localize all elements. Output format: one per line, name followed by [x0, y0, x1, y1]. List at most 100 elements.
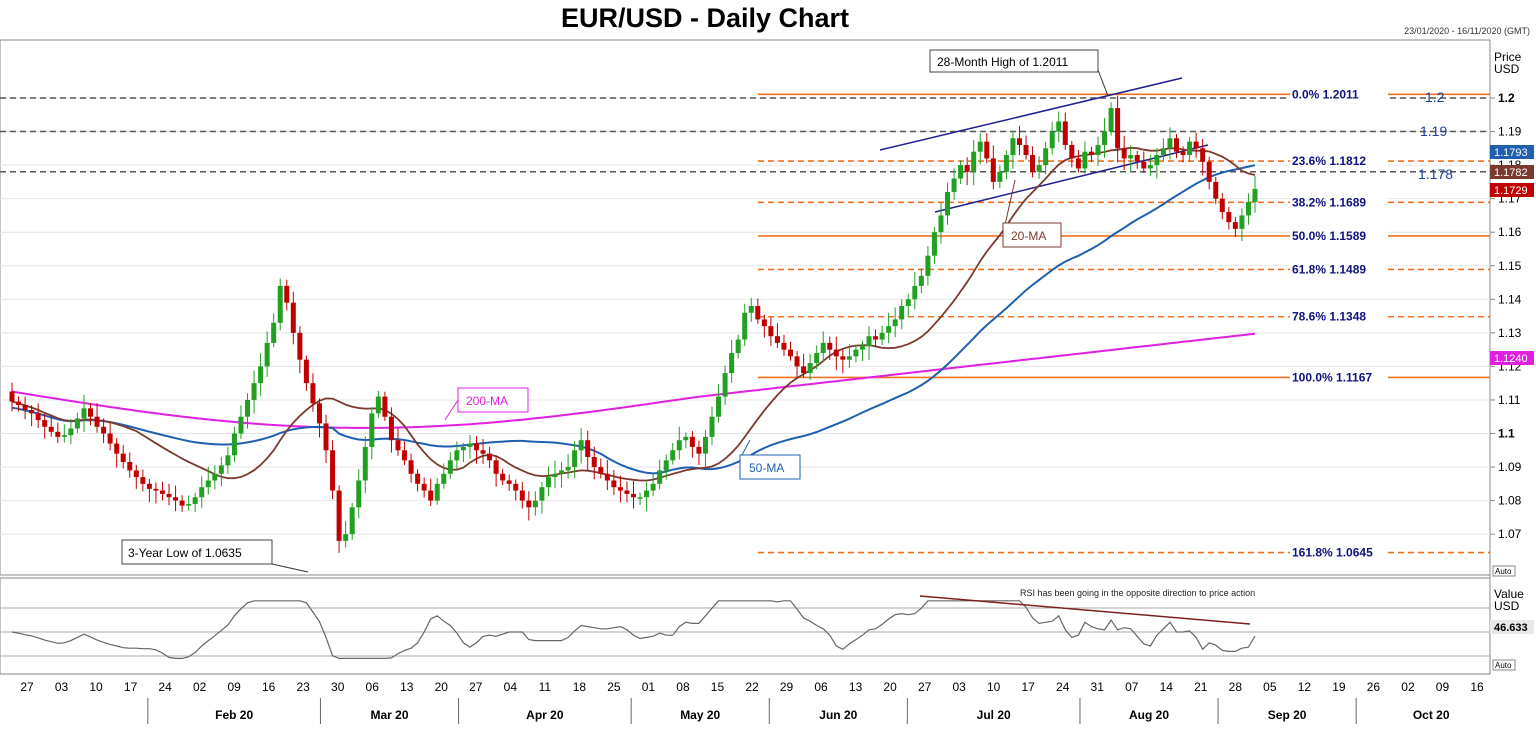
candle-body	[990, 158, 996, 182]
x-day-tick-label: 10	[89, 680, 103, 694]
x-day-tick-label: 18	[573, 680, 587, 694]
fib-level-label: 161.8% 1.0645	[1292, 546, 1373, 560]
rsi-pane-frame	[0, 577, 1491, 675]
candle-body	[1167, 138, 1173, 149]
candle-body	[1075, 158, 1081, 169]
x-day-tick-label: 03	[55, 680, 69, 694]
candle-body	[1219, 198, 1225, 213]
candle-body	[1043, 148, 1049, 166]
candle-body	[657, 470, 663, 484]
x-day-tick-label: 02	[193, 680, 207, 694]
candle-body	[951, 178, 957, 192]
candle-body	[1187, 141, 1193, 156]
high-annotation-pointer	[1097, 69, 1109, 97]
x-day-tick-label: 29	[780, 680, 794, 694]
candle-body	[1141, 161, 1147, 169]
candle-body	[493, 460, 499, 474]
candle-body	[977, 141, 983, 152]
y-tick-label: 1.15	[1498, 259, 1522, 273]
candle-body	[644, 490, 650, 498]
candle-body	[388, 416, 394, 441]
candle-body	[755, 306, 761, 320]
candle-body	[1160, 148, 1166, 156]
candle-body	[506, 480, 512, 484]
ma200-annotation-text: 200-MA	[466, 394, 508, 408]
candle-body	[866, 336, 872, 347]
candle-body	[74, 418, 80, 429]
candle-body	[637, 497, 643, 499]
auto-button-price[interactable]	[1492, 565, 1516, 577]
y-tick-label: 1.11	[1498, 393, 1521, 407]
candle-body	[480, 450, 486, 454]
candle-body	[971, 151, 977, 172]
month-label: Feb 20	[215, 708, 253, 722]
candle-body	[382, 396, 388, 417]
candle-body	[670, 450, 676, 461]
candle-body	[166, 493, 172, 498]
candle-body	[925, 255, 931, 276]
rsi-value-label: 46.633	[1494, 622, 1528, 634]
channel-upper-line	[879, 77, 1183, 151]
candle-body	[709, 416, 715, 437]
candle-body	[1252, 188, 1258, 203]
candle-body	[225, 455, 231, 466]
x-day-tick-label: 22	[745, 680, 759, 694]
candle-body	[1206, 161, 1212, 182]
x-day-tick-label: 09	[1436, 680, 1450, 694]
hline-label-1-178: 1.178	[1418, 166, 1453, 182]
y-tick-label: 1.08	[1498, 494, 1522, 508]
x-day-tick-label: 10	[987, 680, 1001, 694]
fib-label-bg	[1290, 368, 1388, 385]
candle-body	[1062, 121, 1068, 145]
candle-body	[1173, 138, 1179, 152]
x-day-tick-label: 21	[1194, 680, 1208, 694]
candle-body	[336, 490, 342, 541]
candle-body	[120, 453, 126, 463]
candle-body	[788, 349, 794, 357]
candle-body	[284, 285, 290, 303]
candle-body	[879, 332, 885, 340]
candle-body	[271, 322, 277, 343]
candle-body	[369, 413, 375, 447]
candle-body	[173, 497, 179, 501]
candle-body	[408, 460, 414, 474]
candle-body	[938, 215, 944, 233]
fib-label-bg	[1290, 226, 1388, 243]
candle-body	[519, 490, 525, 501]
candle-body	[441, 473, 447, 484]
fib-level-label: 78.6% 1.1348	[1292, 310, 1366, 324]
ma50-price-label-box	[1490, 145, 1534, 159]
candle-body	[251, 383, 257, 400]
candle-body	[964, 165, 970, 172]
x-day-tick-label: 20	[435, 680, 449, 694]
candle-body	[1010, 138, 1016, 156]
candle-body	[1154, 155, 1160, 166]
candle-body	[794, 356, 800, 367]
candle-body	[434, 483, 440, 501]
candle-body	[146, 483, 152, 489]
fib-label-bg	[1290, 193, 1388, 210]
x-day-tick-label: 17	[124, 680, 138, 694]
candle-body	[663, 460, 669, 471]
candle-body	[310, 383, 316, 404]
candle-body	[689, 436, 695, 447]
month-label: Mar 20	[370, 708, 408, 722]
ma20-annotation-box	[1002, 222, 1062, 248]
auto-button-rsi[interactable]	[1492, 659, 1516, 671]
ma20-price-label-box	[1490, 165, 1534, 179]
candle-body	[35, 413, 41, 421]
chart-title: EUR/USD - Daily Chart	[560, 3, 850, 33]
price-axis-label-2: USD	[1494, 62, 1520, 76]
candle-body	[716, 396, 722, 417]
x-day-tick-label: 19	[1332, 680, 1346, 694]
fib-label-bg	[1290, 152, 1388, 169]
fib-level-label: 23.6% 1.1812	[1292, 154, 1366, 168]
ma50-annotation-pointer	[741, 439, 751, 456]
candle-body	[1023, 144, 1029, 156]
candle-body	[840, 356, 846, 360]
x-day-tick-label: 08	[676, 680, 690, 694]
x-day-tick-label: 24	[1056, 680, 1070, 694]
candle-body	[735, 339, 741, 353]
date-range: 23/01/2020 - 16/11/2020 (GMT)	[1404, 26, 1530, 36]
hline-label-1-19: 1.19	[1420, 123, 1447, 139]
